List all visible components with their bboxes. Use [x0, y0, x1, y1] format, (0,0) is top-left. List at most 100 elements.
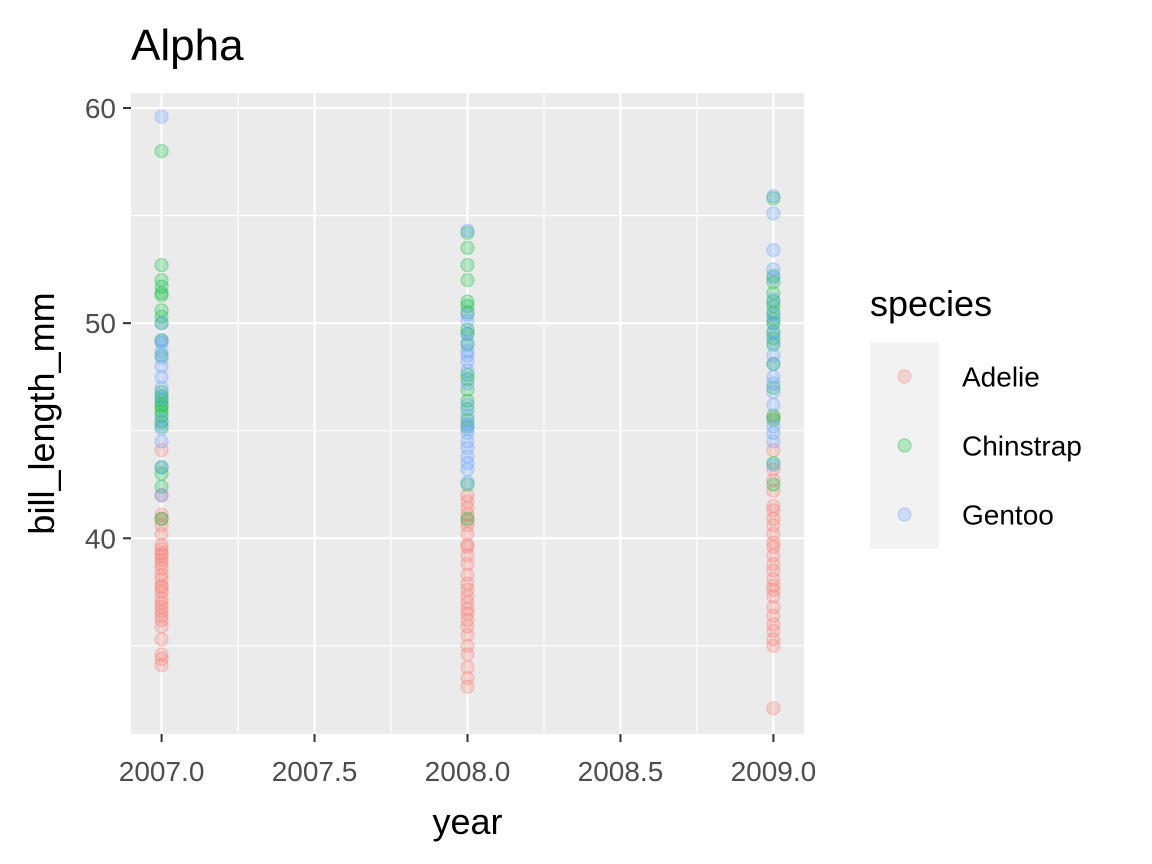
data-point — [766, 294, 781, 309]
legend-key-gentoo — [897, 507, 912, 522]
data-point — [460, 408, 475, 423]
legend-label-gentoo: Gentoo — [962, 500, 1054, 531]
data-point — [460, 462, 475, 477]
data-point — [154, 442, 169, 458]
data-point — [766, 268, 781, 283]
data-point — [460, 273, 475, 288]
data-point — [766, 376, 781, 391]
data-point — [154, 380, 169, 395]
data-point — [154, 572, 169, 587]
data-point — [154, 548, 169, 563]
data-point — [460, 507, 475, 522]
data-point — [460, 257, 475, 273]
data-point — [766, 556, 781, 572]
data-point — [154, 279, 169, 294]
data-point — [766, 384, 781, 400]
data-point — [766, 410, 781, 425]
data-point — [154, 556, 169, 572]
data-point — [460, 305, 475, 320]
axes: 2007.0 2007.5 2008.0 2008.5 2009.0 40 50 60 — [85, 93, 816, 787]
data-point — [766, 623, 781, 638]
data-point — [154, 561, 169, 576]
data-point — [154, 518, 169, 533]
series-chinstrap — [154, 143, 781, 526]
data-point — [460, 348, 475, 363]
data-point — [766, 305, 781, 320]
data-point — [460, 679, 475, 694]
data-point — [460, 567, 475, 582]
data-point — [766, 572, 781, 587]
data-point — [460, 337, 475, 352]
data-point — [154, 632, 169, 647]
data-point — [460, 397, 475, 412]
data-point — [154, 488, 169, 503]
data-point — [766, 206, 781, 221]
legend-key-chinstrap — [897, 438, 912, 453]
data-point — [460, 322, 475, 337]
data-point — [766, 292, 781, 307]
data-point — [460, 526, 475, 542]
data-point — [154, 273, 169, 288]
legend-label-chinstrap: Chinstrap — [962, 431, 1082, 462]
legend-label-adelie: Adelie — [962, 362, 1040, 393]
data-point — [460, 670, 475, 686]
data-point — [766, 262, 781, 277]
data-point — [766, 356, 781, 372]
data-point — [460, 223, 475, 238]
data-point — [154, 109, 169, 124]
data-point — [766, 326, 781, 342]
data-point — [460, 371, 475, 387]
data-point — [154, 309, 169, 324]
data-point — [460, 298, 475, 314]
data-point — [154, 393, 169, 408]
data-point — [766, 539, 781, 554]
data-point — [460, 638, 475, 653]
legend: Adelie Chinstrap Gentoo — [870, 342, 1082, 549]
data-point — [154, 658, 169, 673]
data-point — [766, 434, 781, 449]
data-point — [766, 462, 781, 477]
data-point — [766, 535, 781, 550]
data-point — [154, 333, 169, 348]
data-point — [154, 344, 169, 359]
series-adelie — [154, 410, 781, 716]
data-point — [154, 511, 169, 526]
data-point — [460, 326, 475, 342]
data-point — [766, 563, 781, 578]
data-point — [460, 402, 475, 417]
series-gentoo — [154, 109, 781, 503]
data-point — [766, 380, 781, 395]
data-point — [460, 326, 475, 342]
data-point — [460, 440, 475, 456]
data-point — [766, 356, 781, 372]
legend-title: species — [870, 283, 992, 324]
data-point — [154, 580, 169, 595]
data-point — [154, 584, 169, 600]
data-point — [766, 526, 781, 542]
data-point — [460, 434, 475, 449]
y-axis-title: bill_length_mm — [21, 292, 62, 534]
data-point — [154, 546, 169, 561]
data-point — [766, 582, 781, 597]
x-tick-label: 2007.5 — [272, 756, 358, 787]
data-point — [460, 556, 475, 572]
legend-key-background — [870, 342, 939, 549]
data-point — [154, 460, 169, 475]
data-point — [154, 303, 169, 318]
data-point — [460, 294, 475, 309]
data-point — [154, 359, 169, 374]
data-point — [460, 518, 475, 533]
data-point — [154, 599, 169, 615]
data-point — [766, 189, 781, 204]
data-point — [766, 498, 781, 514]
data-point — [154, 389, 169, 404]
data-point — [460, 354, 475, 369]
data-point — [154, 143, 169, 159]
data-point — [154, 412, 169, 428]
data-points — [154, 109, 781, 716]
data-point — [766, 632, 781, 647]
data-point — [154, 434, 169, 449]
data-point — [154, 647, 169, 662]
data-point — [766, 270, 781, 286]
data-point — [154, 384, 169, 400]
